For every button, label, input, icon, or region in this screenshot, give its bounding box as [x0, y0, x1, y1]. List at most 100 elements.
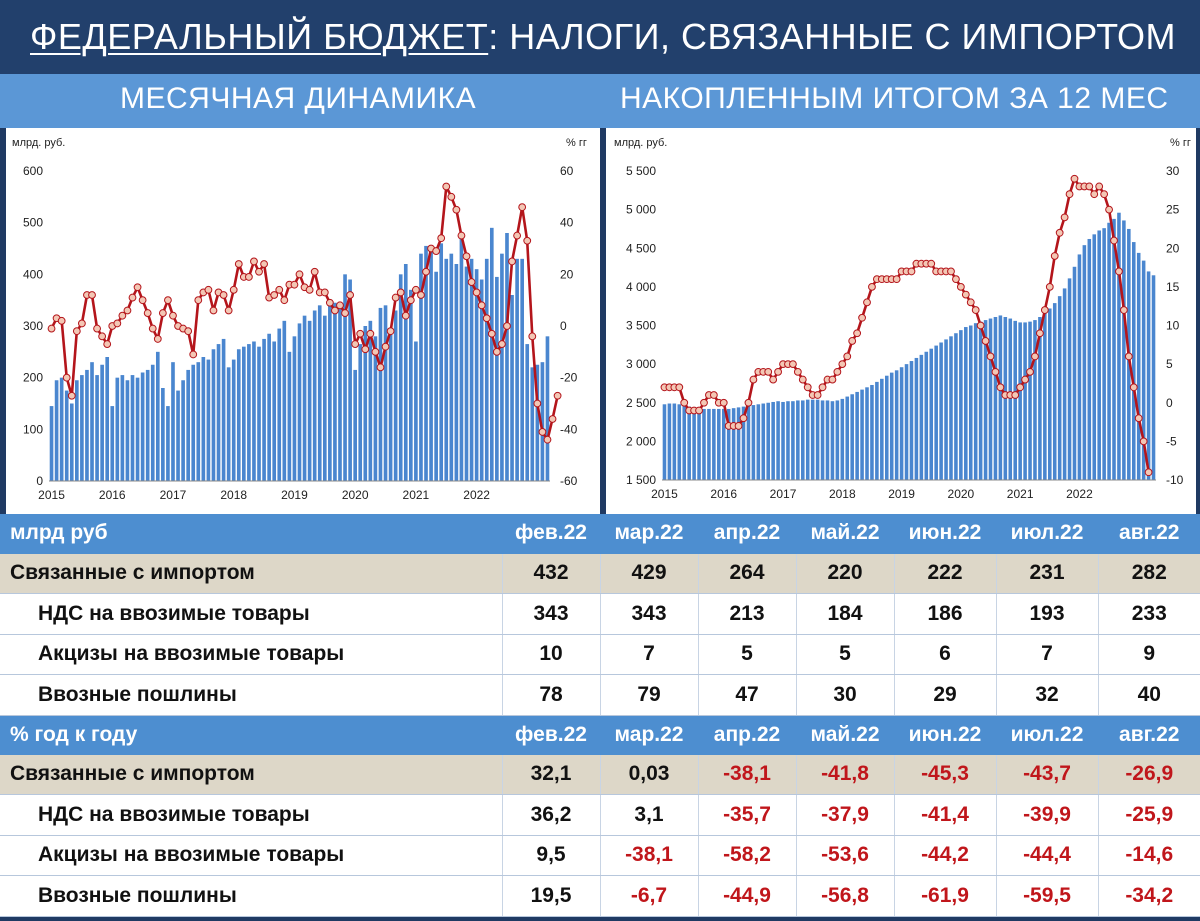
cumulative-bar	[756, 404, 761, 480]
month-header: фев.22	[501, 514, 600, 554]
monthly-bar	[419, 253, 423, 481]
monthly-point	[538, 428, 547, 436]
cumulative-point	[734, 422, 743, 430]
monthly-bar	[69, 403, 74, 481]
cumulative-point	[675, 383, 684, 392]
cumulative-bar	[761, 403, 766, 480]
monthly-bar	[257, 346, 261, 481]
monthly-point	[320, 288, 329, 297]
monthly-bar	[515, 258, 519, 481]
cumulative-bar	[934, 345, 938, 480]
monthly-point	[437, 234, 446, 243]
cumulative-point	[927, 259, 936, 268]
cumulative-bar	[726, 408, 731, 480]
cumulative-bar	[1008, 318, 1013, 480]
cumulative-bar	[672, 403, 677, 480]
cumulative-y2tick: 25	[1166, 203, 1180, 217]
monthly-bar	[530, 367, 535, 481]
monthly-point	[406, 296, 415, 305]
monthly-point	[487, 329, 496, 338]
value-cell: 186	[893, 593, 996, 635]
monthly-point	[123, 306, 132, 315]
monthly-bar	[505, 233, 509, 481]
monthly-point	[184, 327, 193, 336]
value-cell: -44,2	[893, 835, 996, 876]
cumulative-bar	[1136, 252, 1141, 480]
monthly-point	[57, 316, 66, 325]
monthly-y2tick: 20	[560, 267, 574, 281]
cumulative-point	[1085, 182, 1094, 191]
monthly-point	[381, 342, 390, 351]
monthly-point	[158, 309, 167, 317]
cumulative-point	[961, 290, 970, 299]
cumulative-bar	[1038, 317, 1042, 480]
monthly-bar	[80, 375, 84, 481]
monthly-bar	[474, 269, 479, 481]
monthly-bar	[272, 341, 277, 481]
monthly-point	[219, 291, 228, 299]
cumulative-bar	[702, 408, 706, 480]
cumulative-bar	[791, 401, 795, 480]
value-cell: 78	[501, 674, 600, 716]
value-cell: 7	[599, 634, 698, 675]
cumulative-bar	[1102, 228, 1106, 480]
monthly-point	[503, 322, 511, 330]
cumulative-xtick: 2020	[948, 487, 975, 501]
cumulative-bar	[820, 400, 825, 480]
cumulative-bar	[845, 396, 850, 480]
cumulative-point	[1065, 190, 1074, 199]
cumulative-ytick: 2 500	[626, 396, 656, 410]
monthly-point	[234, 260, 243, 268]
monthly-bar	[59, 377, 64, 481]
cumulative-bar	[697, 408, 701, 480]
row-label: % год к году	[0, 715, 502, 755]
monthly-bar	[429, 248, 433, 481]
monthly-point	[472, 288, 481, 297]
cumulative-bar	[1072, 266, 1077, 480]
monthly-point	[513, 231, 522, 240]
monthly-bar	[100, 364, 104, 481]
monthly-bar	[469, 258, 474, 481]
cumulative-ytick: 5 500	[626, 164, 656, 178]
cumulative-bar	[682, 405, 687, 480]
monthly-point	[447, 192, 456, 201]
row-label: Ввозные пошлины	[0, 674, 502, 716]
monthly-bar	[439, 243, 444, 481]
monthly-point	[103, 340, 112, 348]
value-cell: 213	[697, 593, 796, 635]
month-header: мар.22	[599, 715, 698, 755]
value-cell: -26,9	[1097, 754, 1200, 795]
monthly-point	[72, 327, 81, 336]
monthly-bar	[252, 341, 256, 481]
cumulative-y2tick: -10	[1166, 473, 1184, 487]
cumulative-y2label: % гг	[1170, 137, 1191, 149]
monthly-bar	[166, 406, 170, 481]
table-sub-row: Акцизы на ввозимые товары 9,5 -38,1 -58,2 -5…	[0, 835, 1200, 876]
cumulative-point	[695, 406, 703, 415]
month-header: июн.22	[893, 514, 996, 554]
cumulative-bar	[944, 339, 948, 480]
cumulative-bar	[1013, 320, 1017, 480]
cumulative-bar	[815, 399, 820, 480]
monthly-point	[371, 347, 380, 356]
monthly-point	[47, 324, 56, 333]
cumulative-bar	[894, 370, 899, 480]
cumulative-y2tick: 0	[1166, 396, 1173, 410]
cumulative-point	[793, 367, 802, 376]
monthly-point	[310, 267, 319, 276]
monthly-bar	[434, 271, 438, 481]
month-header: авг.22	[1097, 514, 1200, 554]
cumulative-point	[803, 383, 812, 392]
cumulative-bar	[687, 406, 691, 480]
monthly-point	[244, 273, 253, 281]
cumulative-bar	[1043, 313, 1047, 480]
cumulative-point	[1055, 228, 1064, 237]
monthly-bar	[479, 279, 484, 481]
cumulative-point	[798, 375, 807, 384]
monthly-point	[250, 257, 258, 266]
monthly-bar	[75, 380, 79, 481]
cumulative-point	[853, 329, 862, 338]
cumulative-point	[744, 398, 753, 407]
monthly-point	[452, 205, 461, 214]
value-cell: 40	[1097, 674, 1200, 716]
